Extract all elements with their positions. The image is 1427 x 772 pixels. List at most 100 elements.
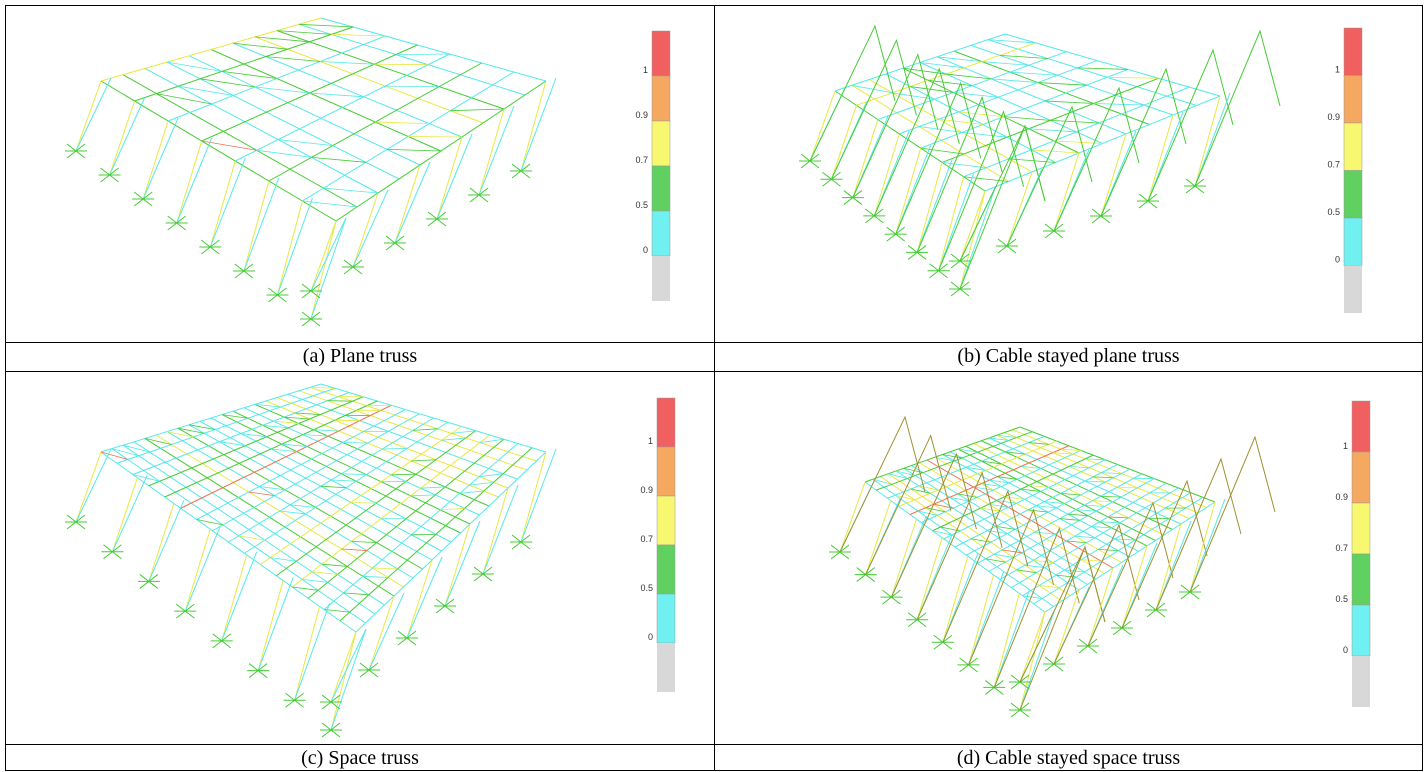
legend-label: 0.7 [1327, 160, 1340, 170]
legend-label: 0.9 [635, 110, 648, 120]
column [177, 141, 202, 223]
support [233, 264, 255, 278]
column [1148, 115, 1173, 201]
column [222, 552, 257, 641]
legend-segment [1352, 554, 1370, 605]
truss-member [440, 508, 464, 510]
column [76, 452, 101, 522]
truss-member [343, 443, 368, 444]
column [483, 485, 518, 574]
legend-segment [657, 496, 675, 545]
column [521, 78, 556, 171]
legend-label: 0 [1343, 645, 1348, 655]
legend-segment [1344, 28, 1362, 76]
legend-label: 0.9 [1327, 112, 1340, 122]
truss-member [1098, 549, 1118, 550]
support [510, 535, 532, 549]
truss-member [1077, 68, 1128, 70]
legend-segment [657, 545, 675, 594]
legend-segment [1352, 503, 1370, 554]
cable [810, 26, 895, 161]
caption: (c) Space truss [5, 744, 715, 771]
legend-label: 0.7 [635, 155, 648, 165]
legend-segment [652, 31, 670, 76]
cable [874, 69, 959, 216]
truss-member [367, 405, 392, 406]
truss-member [321, 486, 346, 488]
column [969, 575, 994, 665]
column [917, 538, 942, 620]
column [874, 134, 899, 216]
truss-member [835, 91, 985, 191]
support [65, 515, 87, 529]
column [1195, 96, 1220, 186]
support [928, 264, 950, 278]
support [99, 168, 121, 182]
legend-label: 1 [643, 65, 648, 75]
column [896, 148, 921, 234]
truss-member [181, 405, 392, 508]
column [76, 78, 111, 151]
truss-member [1005, 34, 1220, 96]
column [143, 118, 178, 199]
support [166, 216, 188, 230]
column [1054, 153, 1079, 231]
column [258, 581, 283, 671]
truss-member [1101, 496, 1121, 497]
truss-member [321, 18, 546, 81]
truss-member [373, 568, 398, 569]
legend-label: 0.5 [640, 583, 653, 593]
support [396, 631, 418, 645]
truss-member [331, 480, 356, 481]
column [1020, 609, 1055, 710]
support [906, 613, 928, 627]
column [960, 191, 985, 289]
column [437, 137, 462, 219]
column [331, 632, 356, 730]
legend-segment [657, 447, 675, 496]
column [1122, 546, 1147, 628]
support [342, 260, 364, 274]
support [468, 188, 490, 202]
column [331, 629, 366, 702]
legend-segment [652, 211, 670, 256]
truss-member [1108, 517, 1128, 518]
figure: 10.90.70.50 [715, 372, 1422, 744]
truss-member [385, 86, 439, 87]
legend-segment [1344, 266, 1362, 314]
truss-member [878, 52, 1067, 120]
column [521, 452, 546, 542]
column [831, 105, 856, 179]
legend-label: 1 [1335, 65, 1340, 75]
column [76, 81, 101, 151]
column [395, 162, 430, 243]
truss-member [920, 63, 1103, 144]
legend-segment [657, 594, 675, 643]
support [983, 680, 1005, 694]
column [483, 488, 508, 574]
truss-member [1117, 487, 1137, 488]
column [1020, 612, 1045, 710]
legend-label: 0.5 [1327, 207, 1340, 217]
column [277, 201, 302, 295]
support [300, 312, 322, 326]
truss-member [145, 68, 378, 193]
column [331, 629, 366, 730]
support [358, 663, 380, 677]
column [110, 98, 145, 175]
column [479, 109, 504, 195]
truss-member [1101, 473, 1121, 474]
legend-segment [652, 166, 670, 211]
cable [896, 83, 981, 234]
truss-member [1100, 522, 1120, 523]
column [295, 603, 330, 700]
support [101, 545, 123, 559]
support [434, 599, 456, 613]
legend-label: 0.5 [1335, 594, 1348, 604]
truss-member [1031, 150, 1079, 153]
truss-member [939, 119, 983, 124]
truss-member [450, 109, 504, 111]
